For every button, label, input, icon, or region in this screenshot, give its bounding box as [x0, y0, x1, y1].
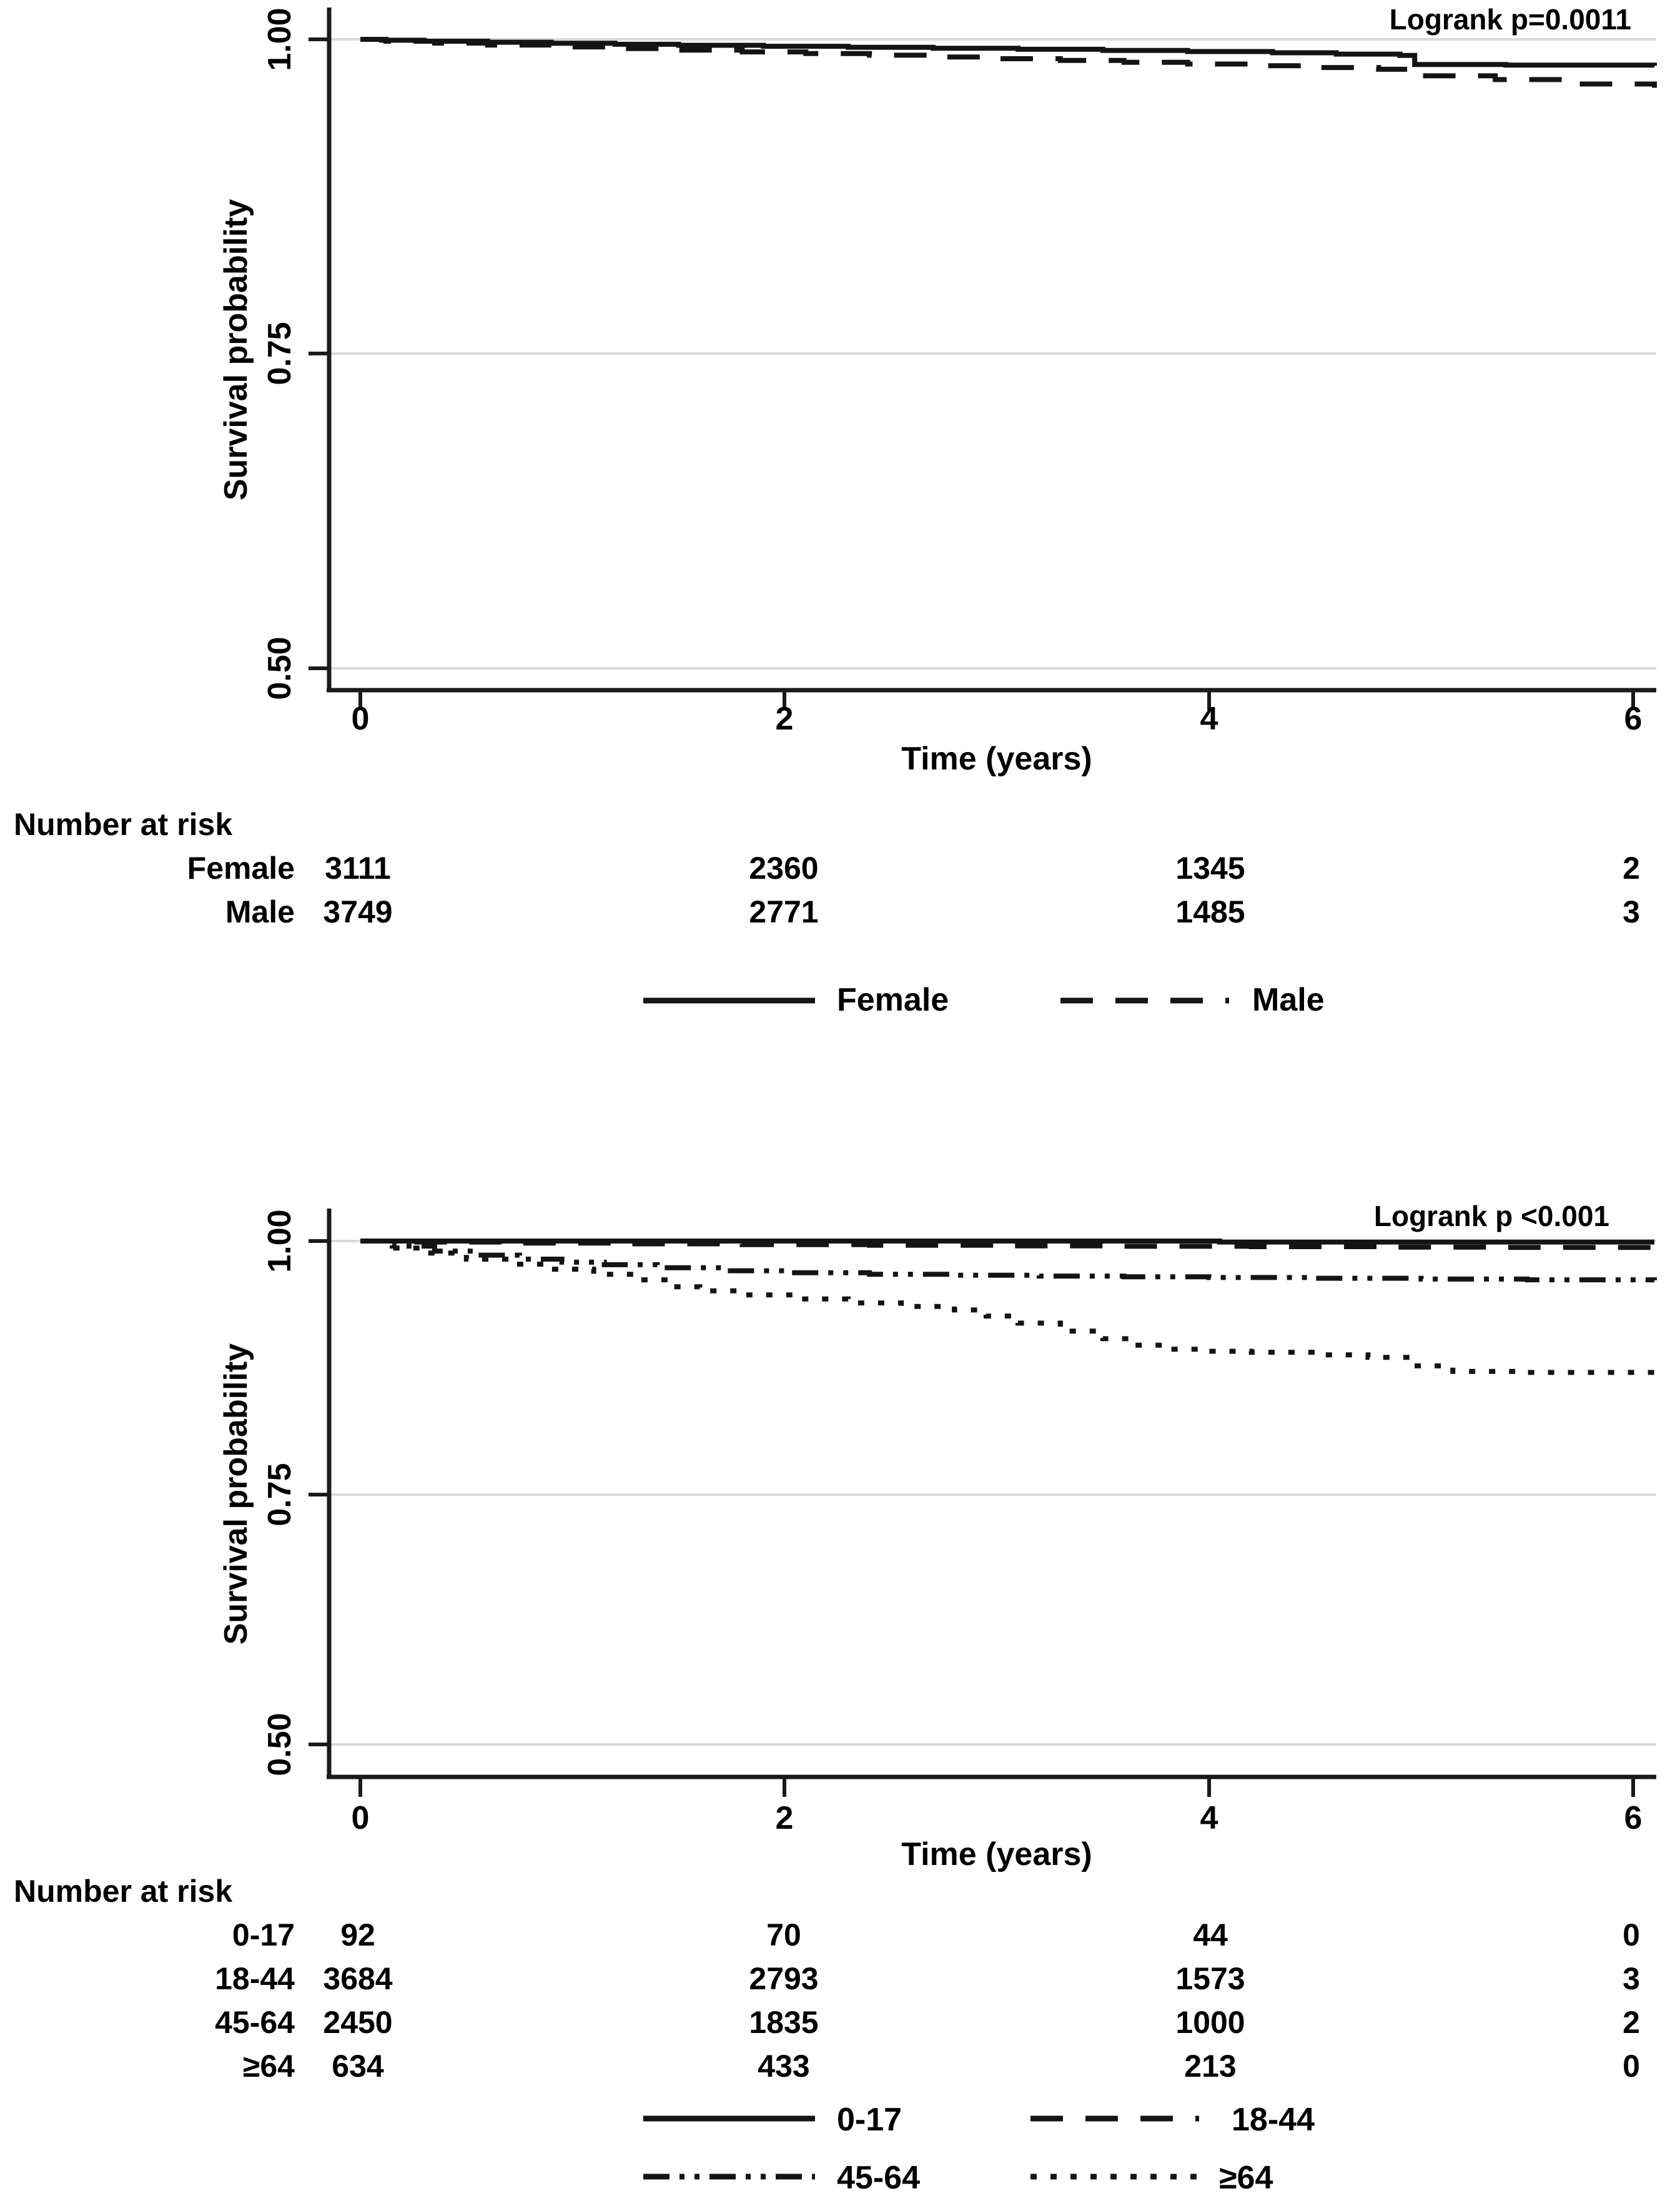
x-tick-label-4: 4	[1200, 701, 1218, 737]
risk-row-label-ge64: ≥64	[242, 2049, 295, 2084]
risk-value: 2450	[323, 2005, 393, 2040]
x-tick-label-0: 0	[351, 1800, 370, 1836]
number-at-risk-title-age: Number at risk	[14, 1874, 233, 1909]
risk-value: 3749	[323, 894, 393, 929]
km-curve-male	[360, 37, 1657, 88]
legend-label-female: Female	[837, 982, 949, 1018]
x-axis-title-sex: Time (years)	[901, 741, 1092, 777]
km-curves-sex	[360, 37, 1657, 88]
logrank-annotation-sex: Logrank p=0.0011	[1389, 3, 1631, 36]
km-curve-female	[360, 37, 1657, 68]
x-tick-label-2: 2	[775, 1800, 794, 1836]
risk-value: 634	[332, 2049, 384, 2084]
y-axis-title-sex: Survival probability	[217, 199, 254, 501]
km-curves-age	[360, 1239, 1657, 1375]
y-tick-label-0.50: 0.50	[261, 1713, 298, 1776]
risk-value: 0	[1623, 2049, 1640, 2084]
risk-value: 92	[340, 1917, 375, 1952]
risk-row-label-18-44: 18-44	[215, 1961, 295, 1996]
risk-row-label-0-17: 0-17	[232, 1917, 295, 1952]
km-curve-0-17	[360, 1239, 1654, 1245]
risk-value: 1485	[1175, 894, 1245, 929]
legend-label-18-44: 18-44	[1232, 2102, 1315, 2138]
risk-value: 2793	[749, 1961, 819, 1996]
risk-value: 2771	[749, 894, 819, 929]
y-axis-title-age: Survival probability	[217, 1343, 254, 1645]
x-axis-title-age: Time (years)	[901, 1836, 1092, 1872]
risk-row-label-45-64: 45-64	[215, 2005, 295, 2040]
legend-label-45-64: 45-64	[837, 2160, 920, 2196]
risk-value: 44	[1193, 1917, 1228, 1952]
risk-value: 3111	[325, 851, 391, 886]
risk-value: 213	[1184, 2049, 1237, 2084]
x-tick-label-2: 2	[775, 701, 794, 737]
legend-label-0-17: 0-17	[837, 2102, 902, 2138]
risk-value: 70	[766, 1917, 801, 1952]
risk-value: 1573	[1175, 1961, 1245, 1996]
km-curve-18-44	[360, 1239, 1657, 1250]
risk-value: 1345	[1175, 851, 1245, 886]
km-curve--64	[360, 1239, 1657, 1375]
x-tick-label-6: 6	[1624, 1800, 1643, 1836]
number-at-risk-title-sex: Number at risk	[14, 807, 233, 842]
y-tick-label-1.00: 1.00	[261, 7, 298, 71]
risk-value: 3	[1623, 894, 1640, 929]
risk-value: 3	[1623, 1961, 1640, 1996]
logrank-annotation-age: Logrank p <0.001	[1373, 1200, 1609, 1232]
risk-value: 2	[1623, 2005, 1640, 2040]
y-tick-label-0.50: 0.50	[261, 636, 298, 700]
risk-value: 0	[1623, 1917, 1640, 1952]
legend-label-ge64: ≥64	[1219, 2160, 1273, 2196]
risk-row-label-female: Female	[187, 851, 295, 886]
x-tick-label-0: 0	[351, 701, 370, 737]
risk-value: 1835	[749, 2005, 819, 2040]
risk-value: 433	[758, 2049, 810, 2084]
risk-row-label-male: Male	[225, 894, 295, 929]
km-chart-age	[309, 1209, 1657, 2180]
legend-label-male: Male	[1252, 982, 1325, 1018]
y-tick-label-1.00: 1.00	[261, 1209, 298, 1273]
risk-value: 2360	[749, 851, 819, 886]
risk-value: 2	[1623, 851, 1640, 886]
y-tick-label-0.75: 0.75	[261, 322, 298, 385]
x-tick-label-4: 4	[1200, 1800, 1218, 1836]
risk-value: 3684	[323, 1961, 393, 1996]
x-tick-label-6: 6	[1624, 701, 1643, 737]
risk-value: 1000	[1175, 2005, 1245, 2040]
km-chart-sex	[309, 7, 1657, 1004]
y-tick-label-0.75: 0.75	[261, 1463, 298, 1526]
